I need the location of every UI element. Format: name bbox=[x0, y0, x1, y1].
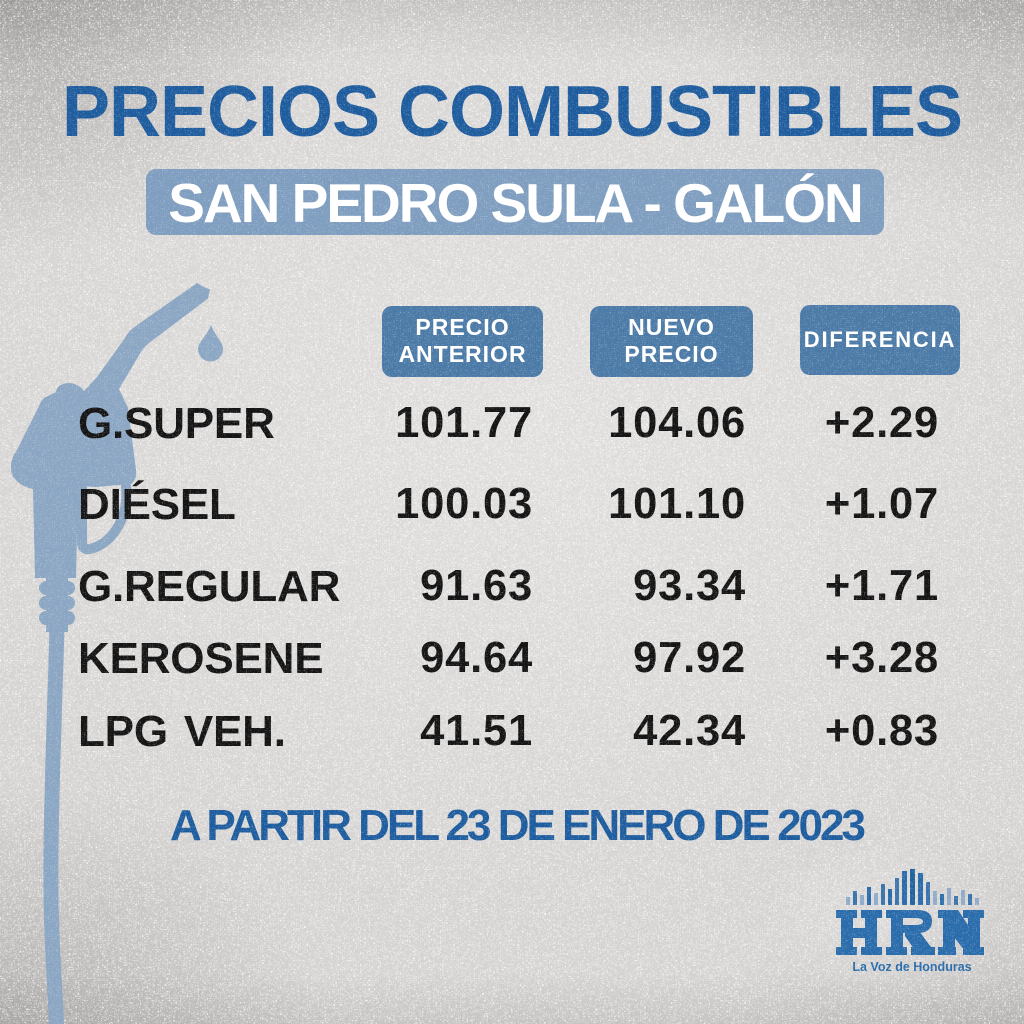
svg-text:La Voz de Honduras: La Voz de Honduras bbox=[852, 960, 971, 974]
